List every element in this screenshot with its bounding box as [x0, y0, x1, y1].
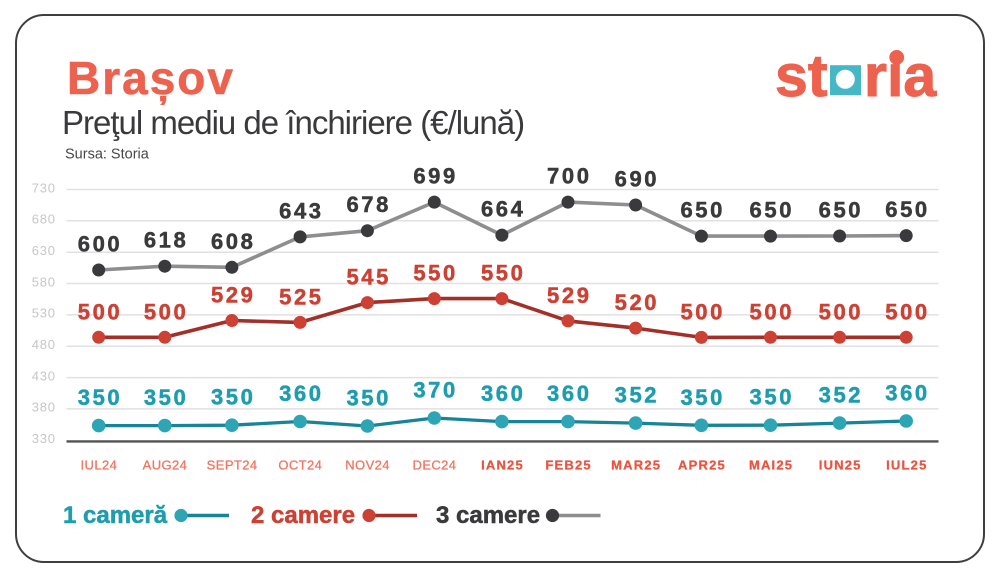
svg-text:700: 700	[547, 164, 592, 189]
svg-text:650: 650	[750, 198, 795, 223]
svg-text:APR25: APR25	[678, 458, 726, 473]
svg-text:525: 525	[279, 284, 324, 309]
svg-text:550: 550	[413, 261, 458, 286]
svg-text:650: 650	[819, 198, 864, 223]
svg-text:360: 360	[885, 381, 930, 406]
svg-text:643: 643	[279, 198, 324, 223]
svg-text:1 cameră: 1 cameră	[63, 502, 168, 529]
svg-text:FEB25: FEB25	[545, 458, 591, 473]
svg-text:360: 360	[481, 381, 526, 406]
svg-text:664: 664	[481, 197, 526, 222]
svg-text:330: 330	[32, 431, 56, 446]
svg-text:Sursa: Storia: Sursa: Storia	[65, 147, 150, 163]
svg-text:608: 608	[211, 229, 256, 254]
svg-text:350: 350	[78, 385, 123, 410]
svg-text:730: 730	[32, 180, 56, 195]
svg-text:352: 352	[615, 383, 660, 408]
svg-text:678: 678	[346, 192, 391, 217]
svg-text:IUN25: IUN25	[819, 458, 862, 473]
svg-text:350: 350	[144, 385, 189, 410]
svg-text:520: 520	[615, 290, 660, 315]
svg-text:430: 430	[32, 368, 56, 383]
svg-text:580: 580	[32, 274, 56, 289]
svg-text:st: st	[775, 43, 827, 109]
svg-text:500: 500	[885, 299, 930, 324]
svg-text:IAN25: IAN25	[481, 458, 524, 473]
svg-text:530: 530	[32, 306, 56, 321]
svg-text:500: 500	[819, 299, 864, 324]
svg-text:Brașov: Brașov	[67, 52, 235, 105]
svg-text:IUL25: IUL25	[886, 458, 927, 473]
svg-text:618: 618	[144, 228, 189, 253]
svg-text:360: 360	[279, 381, 324, 406]
svg-text:AUG24: AUG24	[143, 458, 188, 473]
svg-text:500: 500	[750, 299, 795, 324]
svg-text:630: 630	[32, 243, 56, 258]
svg-text:370: 370	[413, 378, 458, 403]
svg-text:545: 545	[346, 265, 391, 290]
svg-text:699: 699	[413, 164, 458, 189]
svg-text:MAR25: MAR25	[611, 458, 661, 473]
svg-text:OCT24: OCT24	[278, 458, 322, 473]
svg-text:650: 650	[680, 198, 725, 223]
svg-text:350: 350	[750, 385, 795, 410]
svg-text:500: 500	[78, 299, 123, 324]
svg-text:Preţul mediu de închiriere (€/: Preţul mediu de închiriere (€/lună)	[62, 104, 524, 141]
svg-text:3 camere: 3 camere	[436, 502, 540, 529]
svg-text:IUL24: IUL24	[81, 458, 118, 473]
svg-text:360: 360	[547, 381, 592, 406]
svg-text:480: 480	[32, 337, 56, 352]
svg-text:680: 680	[32, 212, 56, 227]
svg-text:500: 500	[144, 299, 189, 324]
svg-text:2 camere: 2 camere	[251, 502, 355, 529]
svg-text:350: 350	[211, 385, 256, 410]
svg-text:650: 650	[885, 197, 930, 222]
svg-text:350: 350	[680, 385, 725, 410]
svg-text:352: 352	[819, 383, 864, 408]
svg-text:350: 350	[346, 386, 391, 411]
svg-text:380: 380	[32, 400, 56, 415]
svg-text:529: 529	[211, 283, 256, 308]
svg-text:SEPT24: SEPT24	[207, 458, 258, 473]
svg-text:550: 550	[481, 261, 526, 286]
svg-text:690: 690	[615, 167, 660, 192]
svg-text:600: 600	[78, 232, 123, 257]
svg-text:NOV24: NOV24	[345, 458, 390, 473]
svg-text:500: 500	[680, 299, 725, 324]
svg-text:DEC24: DEC24	[413, 458, 457, 473]
svg-text:MAI25: MAI25	[749, 458, 793, 473]
svg-text:529: 529	[547, 283, 592, 308]
